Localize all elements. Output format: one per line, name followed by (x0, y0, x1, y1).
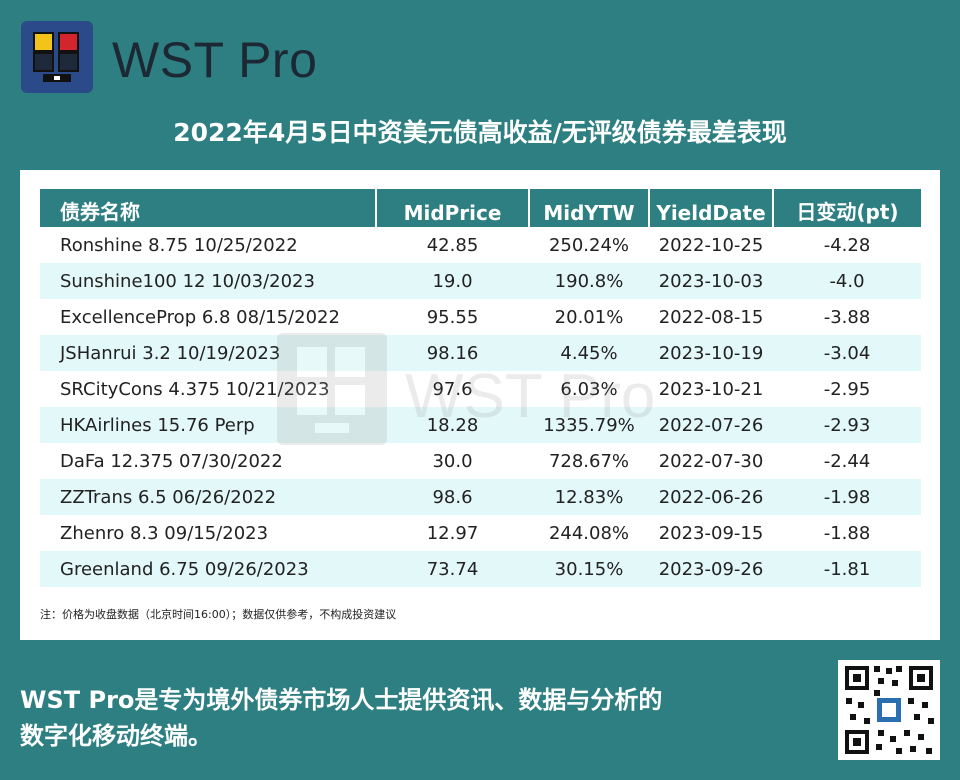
midytw-cell: 728.67% (548, 450, 630, 472)
midytw-cell: 12.83% (529, 479, 649, 515)
bond-name-cell: ZZTrans 6.5 06/26/2022 (40, 479, 376, 515)
midprice-cell: 73.74 (376, 551, 529, 587)
column-header-midytw: MidYTW (529, 189, 650, 227)
table-row: ExcellenceProp 6.8 08/15/2022 95.55 20.0… (40, 299, 921, 335)
brand-name: WST Pro (112, 32, 318, 88)
daily-change-cell: -2.44 (823, 450, 871, 472)
bond-name-cell: ExcellenceProp 6.8 08/15/2022 (60, 306, 340, 328)
midytw-cell: 190.8% (529, 263, 649, 299)
yielddate-cell: 2022-06-26 (649, 479, 773, 515)
midprice-cell: 19.0 (376, 263, 529, 299)
daily-change-cell: -2.93 (773, 407, 921, 443)
bond-name-cell: DaFa 12.375 07/30/2022 (60, 450, 283, 472)
page-title: 2022年4月5日中资美元债高收益/无评级债券最差表现 (173, 118, 787, 147)
midytw-cell: 30.15% (529, 551, 649, 587)
yielddate-cell: 2022-07-26 (649, 407, 773, 443)
bond-name-cell: SRCityCons 4.375 10/21/2023 (60, 378, 330, 400)
daily-change-cell: -1.81 (773, 551, 921, 587)
footnote: 注：价格为收盘数据（北京时间16:00）；数据仅供参考，不构成投资建议 (40, 608, 397, 621)
midytw-cell: 6.03% (560, 378, 618, 400)
bond-name-cell: HKAirlines 15.76 Perp (40, 407, 376, 443)
table-row: Zhenro 8.3 09/15/2023 12.97 244.08% 2023… (40, 515, 921, 551)
yielddate-cell: 2023-10-21 (658, 378, 764, 400)
logo-square-dark-right (58, 52, 79, 72)
yielddate-cell: 2023-10-19 (649, 335, 773, 371)
logo-stand-dot (54, 76, 60, 80)
table-row: Sunshine100 12 10/03/2023 19.0 190.8% 20… (40, 263, 921, 299)
logo-square-red (58, 32, 79, 52)
app-logo (21, 21, 93, 93)
table-row: HKAirlines 15.76 Perp 18.28 1335.79% 202… (40, 407, 921, 443)
midytw-cell: 250.24% (548, 234, 630, 256)
table-row: JSHanrui 3.2 10/19/2023 98.16 4.45% 2023… (40, 335, 921, 371)
bond-table: 债券名称 MidPrice MidYTW YieldDate 日变动(pt) R… (40, 189, 921, 587)
midytw-cell: 1335.79% (529, 407, 649, 443)
footer-line-1: WST Pro是专为境外债券市场人士提供资讯、数据与分析的 (20, 686, 663, 714)
bond-name-cell: Greenland 6.75 09/26/2023 (40, 551, 376, 587)
yielddate-cell: 2022-10-25 (658, 234, 764, 256)
midprice-cell: 18.28 (376, 407, 529, 443)
daily-change-cell: -3.88 (823, 306, 871, 328)
daily-change-cell: -3.04 (773, 335, 921, 371)
table-row: SRCityCons 4.375 10/21/2023 97.6 6.03% 2… (40, 371, 921, 407)
midytw-cell: 20.01% (554, 306, 624, 328)
table-row: Greenland 6.75 09/26/2023 73.74 30.15% 2… (40, 551, 921, 587)
logo-square-yellow (33, 32, 54, 52)
table-row: DaFa 12.375 07/30/2022 30.0 728.67% 2022… (40, 443, 921, 479)
table-row: ZZTrans 6.5 06/26/2022 98.6 12.83% 2022-… (40, 479, 921, 515)
midprice-cell: 97.6 (432, 378, 473, 400)
midytw-cell: 244.08% (548, 522, 630, 544)
column-header-name: 债券名称 (40, 189, 377, 227)
footer-tagline: WST Pro是专为境外债券市场人士提供资讯、数据与分析的 数字化移动终端。 (20, 682, 780, 754)
bond-name-cell: JSHanrui 3.2 10/19/2023 (40, 335, 376, 371)
midprice-cell: 12.97 (426, 522, 479, 544)
footer-line-2: 数字化移动终端。 (20, 722, 212, 750)
column-header-yielddate: YieldDate (649, 189, 774, 227)
midprice-cell: 30.0 (432, 450, 473, 472)
table-header-row: 债券名称 MidPrice MidYTW YieldDate 日变动(pt) (40, 189, 921, 227)
yielddate-cell: 2023-09-15 (658, 522, 764, 544)
daily-change-cell: -1.88 (823, 522, 871, 544)
midprice-cell: 42.85 (426, 234, 479, 256)
midprice-cell: 98.6 (376, 479, 529, 515)
daily-change-cell: -1.98 (773, 479, 921, 515)
column-header-midprice: MidPrice (376, 189, 530, 227)
qr-code (838, 660, 940, 760)
bond-name-cell: Ronshine 8.75 10/25/2022 (60, 234, 298, 256)
table-panel: 债券名称 MidPrice MidYTW YieldDate 日变动(pt) R… (20, 170, 940, 640)
daily-change-cell: -4.28 (823, 234, 871, 256)
logo-square-dark-left (33, 52, 54, 72)
midytw-cell: 4.45% (529, 335, 649, 371)
yielddate-cell: 2023-10-03 (649, 263, 773, 299)
yielddate-cell: 2022-08-15 (658, 306, 764, 328)
bond-name-cell: Sunshine100 12 10/03/2023 (40, 263, 376, 299)
midprice-cell: 95.55 (426, 306, 479, 328)
daily-change-cell: -4.0 (773, 263, 921, 299)
column-header-daily-change: 日变动(pt) (773, 189, 921, 227)
qr-code-icon (845, 666, 934, 754)
table-row: Ronshine 8.75 10/25/2022 42.85 250.24% 2… (40, 227, 921, 263)
yielddate-cell: 2023-09-26 (649, 551, 773, 587)
bond-name-cell: Zhenro 8.3 09/15/2023 (60, 522, 269, 544)
yielddate-cell: 2022-07-30 (658, 450, 764, 472)
midprice-cell: 98.16 (376, 335, 529, 371)
daily-change-cell: -2.95 (823, 378, 871, 400)
